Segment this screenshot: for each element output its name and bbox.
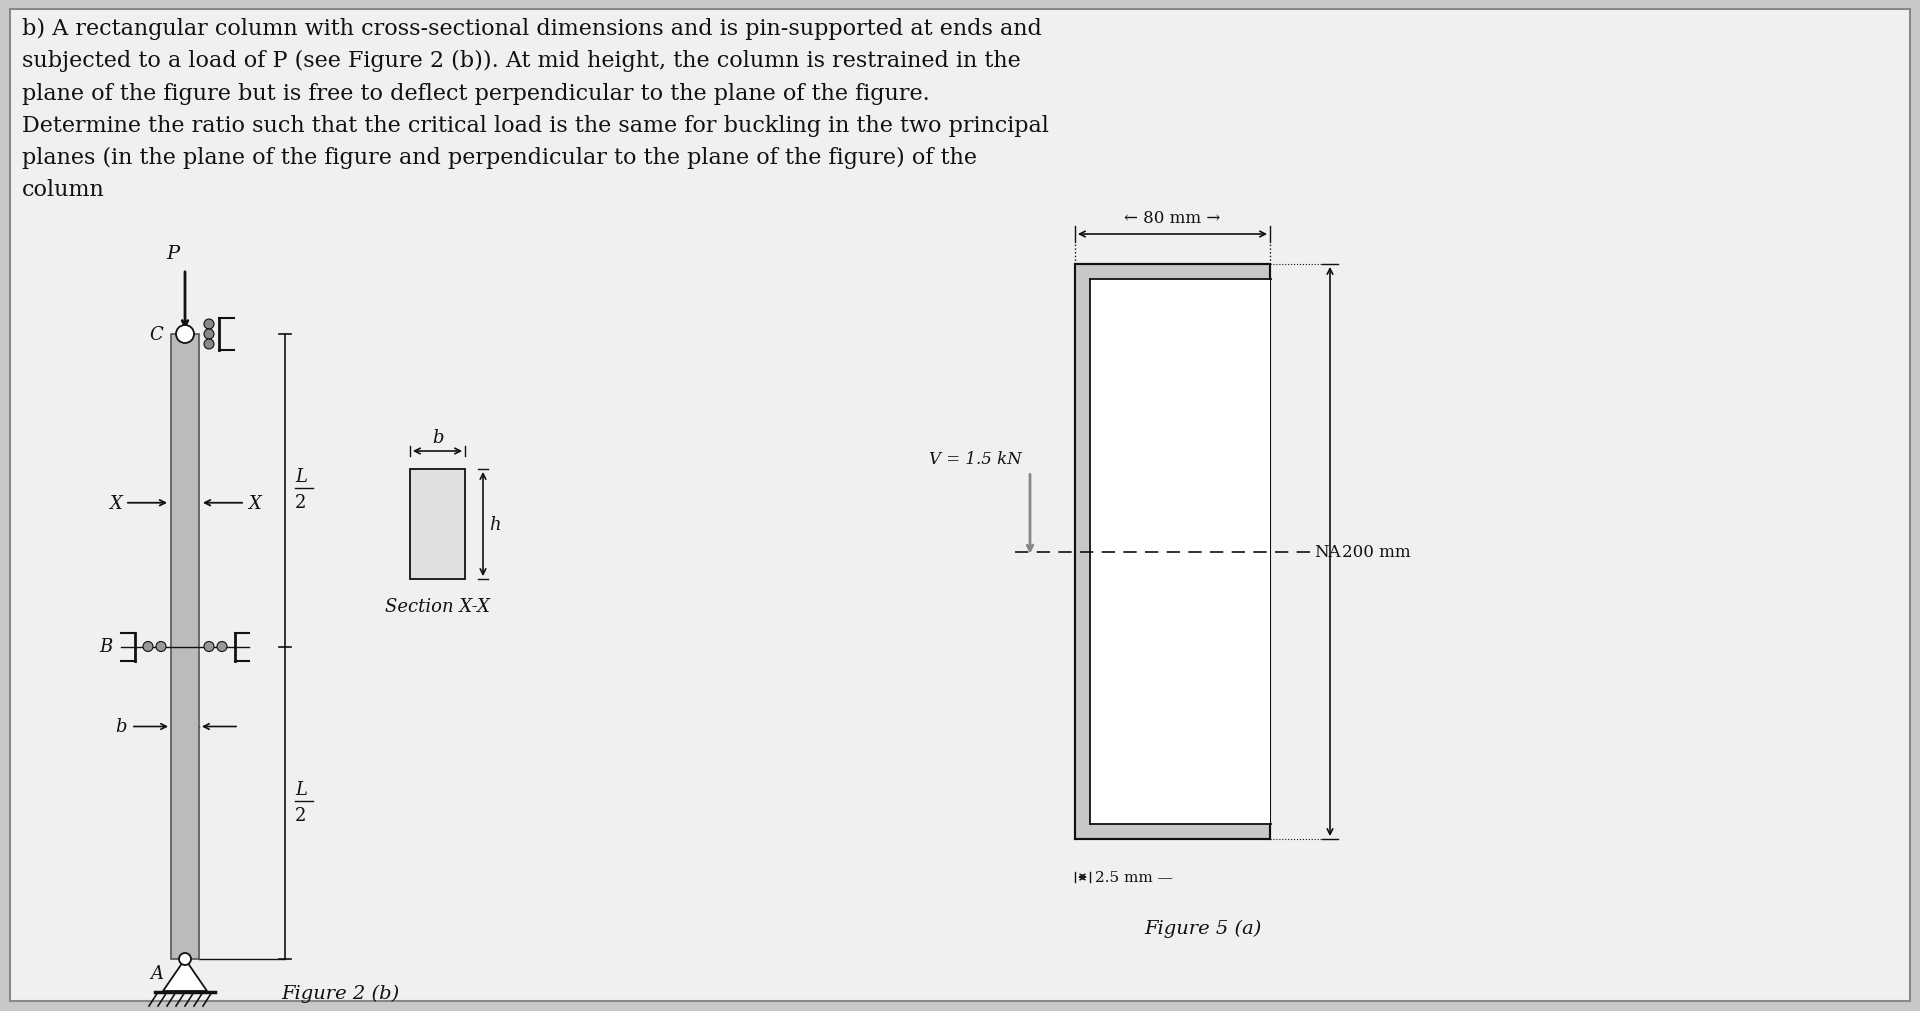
- Text: C: C: [150, 326, 163, 344]
- Text: X: X: [248, 494, 261, 513]
- Circle shape: [204, 340, 213, 350]
- Text: 200 mm: 200 mm: [1342, 544, 1411, 560]
- Circle shape: [204, 330, 213, 340]
- Circle shape: [156, 642, 165, 652]
- Text: NA: NA: [1313, 544, 1340, 560]
- Circle shape: [204, 319, 213, 330]
- Text: h: h: [490, 516, 501, 534]
- Text: b: b: [432, 429, 444, 447]
- Text: 2.5 mm —: 2.5 mm —: [1094, 870, 1173, 885]
- Circle shape: [204, 642, 213, 652]
- Text: 2: 2: [296, 806, 307, 824]
- Bar: [171, 335, 200, 959]
- Text: b: b: [115, 718, 127, 736]
- Text: 2: 2: [296, 493, 307, 512]
- Text: b) A rectangular column with cross-sectional dimensions and is pin-supported at : b) A rectangular column with cross-secti…: [21, 18, 1048, 201]
- Circle shape: [217, 642, 227, 652]
- Text: X: X: [109, 494, 123, 513]
- Bar: [1091, 280, 1269, 824]
- Text: ← 80 mm →: ← 80 mm →: [1125, 210, 1221, 226]
- Text: c: c: [1175, 501, 1185, 518]
- Text: B: B: [100, 638, 113, 656]
- Bar: [411, 469, 465, 579]
- Text: L: L: [296, 468, 307, 485]
- Text: P: P: [165, 245, 179, 263]
- Circle shape: [177, 326, 194, 344]
- Text: L: L: [296, 779, 307, 798]
- Text: V = 1.5 kN: V = 1.5 kN: [929, 450, 1021, 467]
- Text: Figure 5 (a): Figure 5 (a): [1144, 919, 1261, 937]
- Text: O: O: [1094, 574, 1108, 590]
- Text: Figure 2 (b): Figure 2 (b): [280, 984, 399, 1002]
- Polygon shape: [163, 959, 207, 991]
- Bar: [1075, 265, 1269, 839]
- Text: A: A: [150, 964, 163, 982]
- Text: Section X-X: Section X-X: [386, 598, 490, 616]
- Circle shape: [142, 642, 154, 652]
- Circle shape: [179, 953, 190, 966]
